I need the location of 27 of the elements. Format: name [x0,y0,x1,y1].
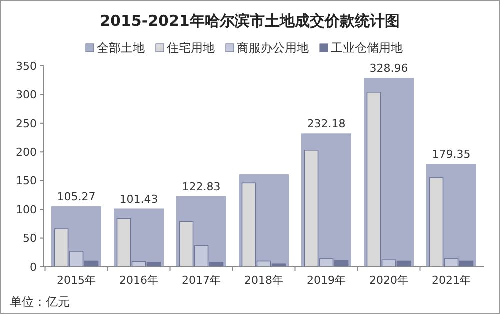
x-tick-label: 2018年 [244,274,284,287]
data-label: 232.18 [307,118,346,131]
y-tick-label: 300 [16,88,37,102]
data-label: 179.35 [432,148,471,161]
legend-label: 商服办公用地 [237,41,309,55]
x-tick-label: 2019年 [307,274,346,287]
x-tick-label: 2021年 [432,274,471,287]
x-tick-label: 2016年 [120,274,158,287]
y-tick-label: 250 [16,117,37,130]
y-tick-label: 0 [30,260,37,274]
y-tick-label: 200 [16,146,37,159]
text: 单位：亿元 [10,295,70,309]
data-label: 328.96 [370,62,408,76]
x-tick-label: 2015年 [57,274,96,287]
y-tick-label: 100 [16,203,37,216]
data-label: 101.43 [120,192,158,206]
y-tick-label: 150 [16,174,37,188]
y-tick-label: 350 [16,60,37,73]
legend-label: 住宅用地 [166,41,215,55]
data-label: 122.83 [182,180,221,194]
data-label: 105.27 [57,190,96,204]
chart-title: 2015-2021年哈尔滨市土地成交价款统计图 [100,12,400,30]
x-tick-label: 2020年 [370,274,408,287]
legend-label: 工业仓储用地 [331,41,403,55]
x-tick-label: 2017年 [182,274,221,287]
y-tick-label: 50 [23,232,37,246]
legend-label: 全部土地 [97,41,145,55]
